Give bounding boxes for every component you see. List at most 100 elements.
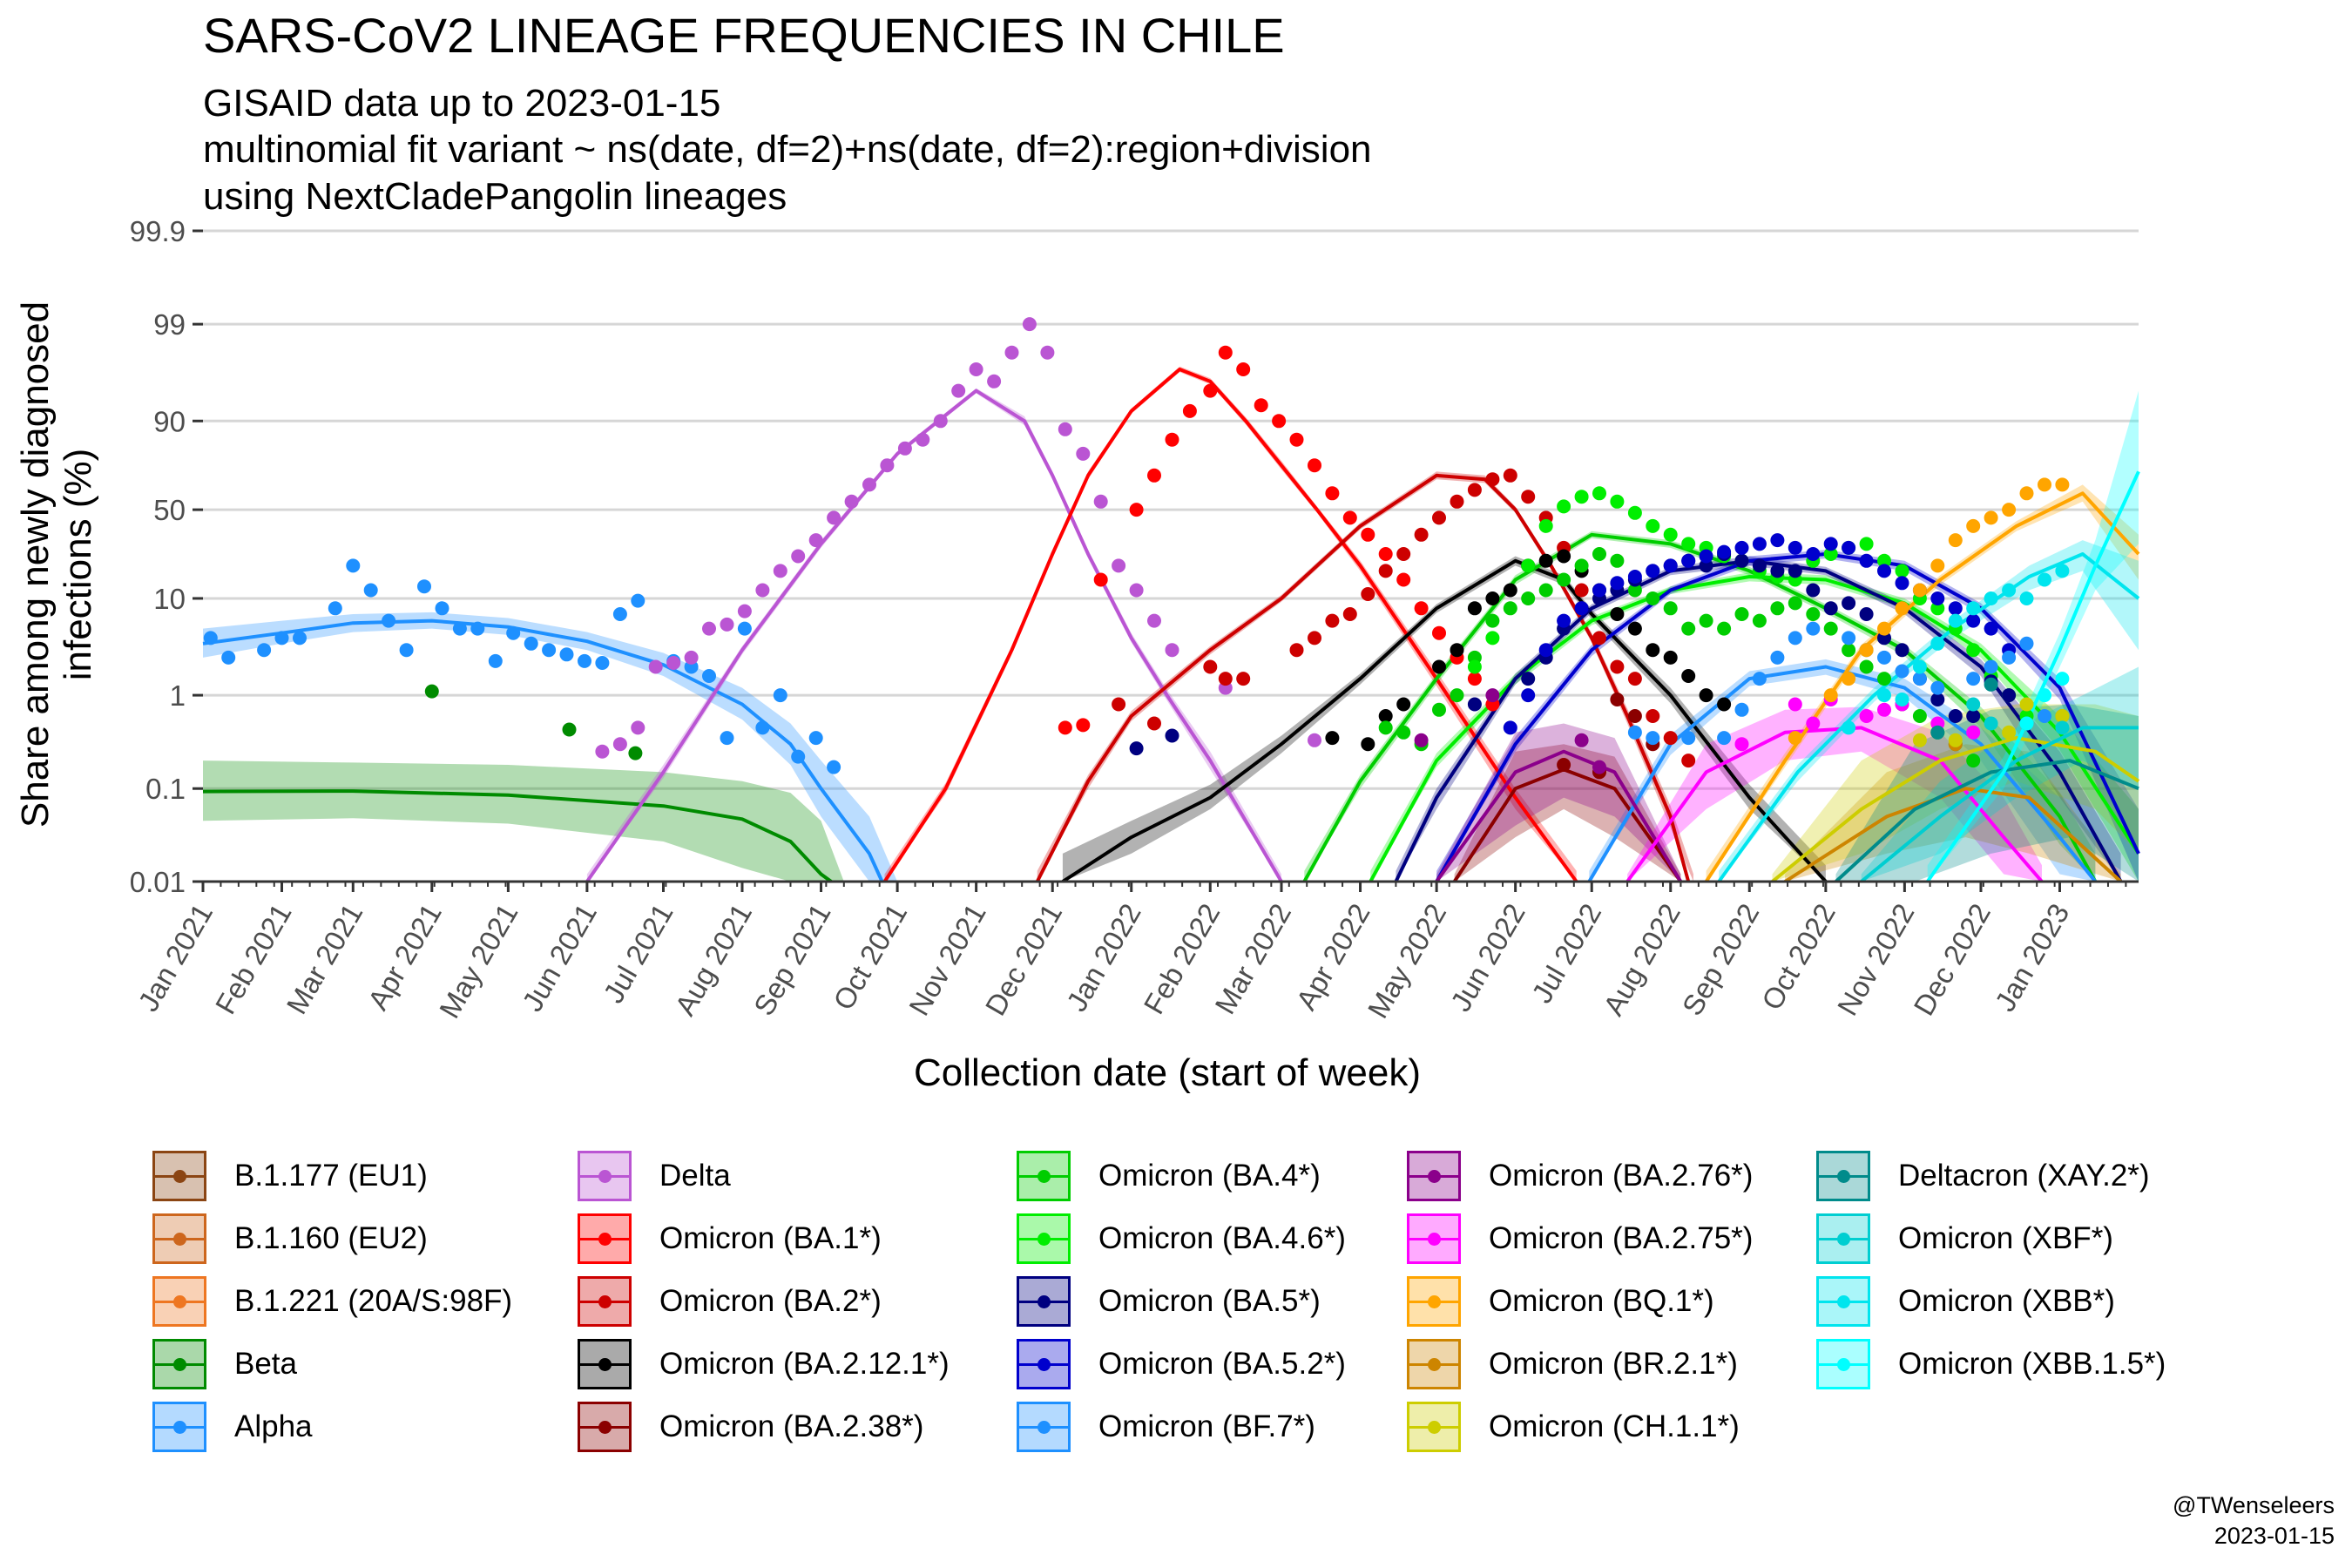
band-Omicron (BR.2.1*) [1785, 744, 2121, 882]
point-Omicron (BA.5.2*) [1895, 576, 1909, 591]
fit-line-Omicron (BA.2.76*) [1435, 749, 1683, 883]
point-Omicron (BA.4.6*) [1663, 527, 1678, 542]
legend-label: Omicron (BA.2.38*) [659, 1409, 924, 1443]
x-tick-label: Jan 2021 [132, 898, 219, 1017]
point-Omicron (BA.4.6*) [1859, 537, 1874, 551]
point-Omicron (BA.2.38*) [1557, 758, 1571, 772]
point-Delta [951, 383, 966, 398]
point-Omicron (BF.7*) [1646, 731, 1660, 746]
legend-item: Omicron (BA.2.75*) [1407, 1213, 1753, 1265]
point-Omicron (BA.4*) [1538, 583, 1553, 598]
x-tick-label: Jan 2023 [1989, 898, 2076, 1017]
y-axis-label-line-2: infections (%) [57, 449, 99, 681]
point-Omicron (CH.1.1*) [2055, 709, 2070, 723]
point-Omicron (BA.2.12.1*) [1432, 659, 1446, 674]
legend-item: Omicron (BA.4*) [1017, 1150, 1321, 1202]
legend-key-swatch [152, 1276, 206, 1327]
point-Delta [648, 659, 663, 674]
legend-key-swatch [1407, 1402, 1461, 1452]
legend-key-point [172, 1294, 186, 1308]
y-tick-label: 1 [170, 679, 186, 712]
point-Omicron (XBB.1.5*) [2055, 672, 2070, 686]
point-Omicron (BA.2.12.1*) [1557, 549, 1571, 564]
point-Omicron (BA.2.75*) [1859, 709, 1874, 723]
point-Omicron (BA.4*) [1699, 613, 1713, 628]
legend-label: Delta [659, 1159, 731, 1193]
point-Omicron (BA.1*) [1218, 345, 1233, 360]
point-Omicron (BA.5*) [1895, 643, 1909, 658]
point-Omicron (BQ.1*) [2019, 486, 2034, 501]
legend-key-swatch [1407, 1151, 1461, 1201]
point-Omicron (XBF*) [2055, 720, 2070, 735]
point-Omicron (BA.1*) [1342, 510, 1357, 525]
point-Omicron (BA.2*) [1325, 613, 1340, 628]
point-Omicron (BA.2*) [1342, 607, 1357, 621]
x-tick-label: Aug 2021 [668, 898, 758, 1021]
x-tick-label: May 2022 [1362, 898, 1453, 1024]
point-Omicron (BF.7*) [1966, 672, 1981, 686]
point-Omicron (BA.2.12.1*) [1378, 709, 1393, 723]
fit-line-Omicron (CH.1.1*) [1771, 736, 2140, 883]
point-Omicron (BA.5*) [1752, 558, 1767, 573]
point-Omicron (BQ.1*) [1930, 558, 1945, 573]
point-Omicron (BA.5.2*) [1823, 537, 1838, 551]
point-Omicron (BA.5*) [2002, 688, 2017, 703]
point-Alpha [524, 636, 538, 651]
band-Omicron (BA.2.76*) [1436, 723, 1681, 882]
legend-key-point [1037, 1294, 1051, 1308]
point-Omicron (XBB.1.5*) [2038, 688, 2051, 703]
point-Alpha [506, 625, 521, 640]
fit-line-Delta [585, 389, 1283, 883]
point-Omicron (BA.4.6*) [1574, 490, 1589, 504]
point-Omicron (BA.4.6*) [1592, 486, 1606, 501]
band-Omicron (XBB*) [1719, 540, 2139, 882]
point-Omicron (XBF*) [1984, 716, 1998, 731]
point-Omicron (BA.4*) [1574, 558, 1589, 573]
point-Omicron (BA.4*) [1396, 725, 1411, 740]
point-Omicron (XBB*) [1930, 636, 1945, 651]
point-Omicron (BA.5.2*) [1717, 544, 1732, 559]
point-Omicron (BA.5*) [1859, 607, 1874, 621]
point-Omicron (XBB*) [2019, 591, 2034, 605]
point-Omicron (BA.2*) [1236, 672, 1251, 686]
legend-item: B.1.177 (EU1) [152, 1150, 428, 1202]
legend-key-point [1427, 1294, 1441, 1308]
point-Omicron (BF.7*) [1930, 680, 1945, 695]
point-Omicron (BA.1*) [1272, 414, 1287, 429]
point-Alpha [737, 621, 752, 636]
point-Omicron (BA.4*) [1646, 591, 1660, 605]
point-Alpha [203, 631, 218, 645]
point-Omicron (BA.1*) [1147, 468, 1161, 483]
point-Omicron (BF.7*) [2002, 650, 2017, 665]
point-Delta [595, 744, 610, 759]
credit-handle: @TWenseleers [2173, 1492, 2335, 1518]
point-Omicron (BA.4.6*) [1485, 631, 1500, 645]
point-Delta [1022, 317, 1037, 332]
point-Deltacron (XAY.2*) [1984, 677, 1998, 692]
legend-key-point [1427, 1232, 1441, 1246]
band-Alpha [203, 612, 898, 882]
point-Omicron (BA.2*) [1203, 659, 1218, 674]
x-tick-label: Oct 2022 [1755, 898, 1842, 1015]
point-Omicron (BA.5.2*) [1770, 533, 1785, 548]
point-Omicron (BA.2.12.1*) [1467, 601, 1482, 616]
point-Omicron (BA.5.2*) [1806, 547, 1821, 561]
point-Omicron (BA.2.12.1*) [1503, 583, 1517, 598]
point-Omicron (BA.4.6*) [1895, 564, 1909, 578]
y-tick-label: 99.9 [130, 215, 186, 247]
point-Omicron (BQ.1*) [1895, 601, 1909, 616]
point-Omicron (BF.7*) [1627, 725, 1642, 740]
point-Omicron (BA.2*) [1503, 468, 1517, 483]
point-Omicron (BA.2*) [1681, 754, 1696, 768]
point-Delta [916, 432, 930, 447]
point-Omicron (BA.2.12.1*) [1396, 697, 1411, 712]
point-Omicron (XBF*) [1966, 697, 1981, 712]
point-Omicron (BA.2.12.1*) [1538, 553, 1553, 568]
point-Omicron (BA.5.2*) [1877, 564, 1891, 578]
legend-key-swatch [1407, 1213, 1461, 1264]
point-Omicron (BA.1*) [1414, 601, 1429, 616]
point-Omicron (BF.7*) [1842, 631, 1856, 645]
legend-item: Omicron (CH.1.1*) [1407, 1401, 1740, 1453]
point-Omicron (BA.1*) [1289, 432, 1304, 447]
point-Delta [737, 604, 752, 618]
